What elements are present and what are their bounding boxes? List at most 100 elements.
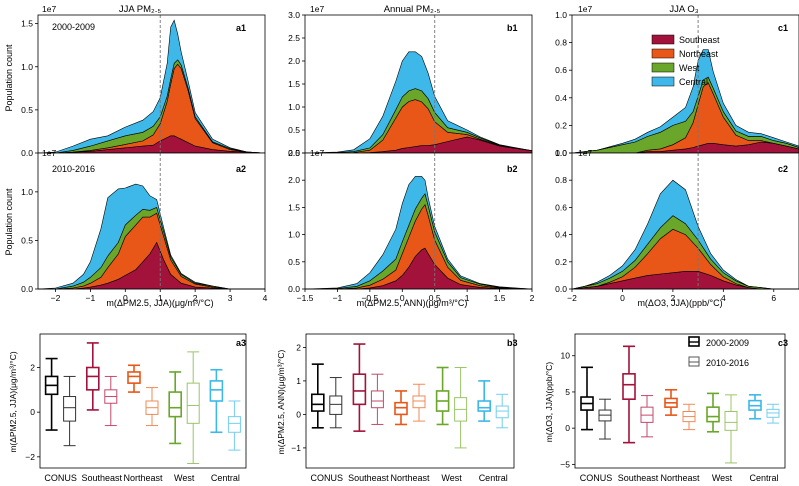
- x-tick-label: −2: [567, 293, 577, 303]
- panel-label-a2: a2: [236, 164, 246, 174]
- area-central: [37, 183, 265, 290]
- box-central-2000-2009: [748, 394, 762, 420]
- plot-frame: [37, 152, 266, 290]
- panel-b3: CONUS Southeast Northeast West Central −1 0 1 2: [291, 333, 515, 483]
- y-tick-label: 1.0: [288, 230, 300, 240]
- iqr-box: [63, 396, 77, 422]
- iqr-box: [724, 411, 738, 431]
- panel-label-b2: b2: [507, 164, 518, 174]
- box-west-2000-2009: [706, 392, 720, 433]
- y-tick-label: 0: [565, 423, 570, 433]
- col-title-a: JJA PM₂.₅: [119, 4, 162, 15]
- box-northeast-2000-2009: [664, 388, 678, 416]
- iqr-box: [186, 382, 200, 424]
- panel-b1: 0.0 0.5 1.0 1.5 2.0 2.5 3.0: [288, 10, 533, 158]
- category-label: Northeast: [390, 473, 430, 483]
- y-tick-label: 1.0: [555, 148, 567, 158]
- legend-swatch-west: [651, 62, 675, 73]
- box-southeast-2000-2009: [352, 343, 367, 432]
- y-tick-label: 0.5: [21, 105, 33, 115]
- category-label: Southeast: [618, 473, 659, 483]
- box-west-2010-2016: [724, 394, 738, 464]
- plot-frame: [574, 333, 786, 469]
- y-tick-label: −2: [25, 452, 35, 462]
- panel-label-c3: c3: [778, 338, 788, 348]
- ylabel-c3: m(ΔO3, JJA)(ppb/°C): [544, 362, 554, 443]
- legend-swatch-southeast: [651, 34, 675, 45]
- panel-label-a1: a1: [236, 23, 246, 33]
- y-tick-label: 1.5: [288, 79, 300, 89]
- y-tick-label: 0.0: [21, 284, 33, 294]
- category-label: West: [174, 473, 195, 483]
- legend-label-northeast: Northeast: [679, 49, 719, 59]
- y-tick-label: 0.5: [21, 235, 33, 245]
- y-tick-label: 2.5: [288, 148, 300, 158]
- panel-c2: 0.0 0.2 0.4 0.6 0.8 1.0 −2 0 2 4 6: [555, 148, 799, 303]
- x-tick-label: −2: [51, 293, 61, 303]
- plot-frame: [39, 333, 247, 469]
- x-tick-label: 2: [671, 293, 676, 303]
- category-label: Northeast: [660, 473, 700, 483]
- y-tick-label: 2: [30, 363, 35, 373]
- iqr-box: [127, 371, 141, 384]
- iqr-box: [352, 373, 367, 406]
- box-southeast-2010-2016: [104, 375, 118, 427]
- y-tick-label: 0.4: [555, 93, 567, 103]
- period-label-a1: 2000-2009: [52, 22, 95, 32]
- y-tick-label: 0.5: [288, 257, 300, 267]
- y-tick-label: 0: [296, 409, 301, 419]
- y-tick-label: −5: [560, 459, 570, 469]
- panel-label-a3: a3: [236, 338, 246, 348]
- y-tick-label: 0.8: [555, 38, 567, 48]
- x-tick-label: −1: [86, 293, 96, 303]
- x-tick-label: 1.5: [494, 293, 506, 303]
- y-tick-label: −1: [291, 443, 301, 453]
- iqr-box: [495, 405, 509, 419]
- iqr-box: [370, 390, 384, 409]
- box-conus-2010-2016: [598, 398, 612, 440]
- category-label: Central: [749, 473, 778, 483]
- box-central-2000-2009: [477, 380, 492, 422]
- y-tick-label: 2.0: [288, 56, 300, 66]
- x-tick-label: 0: [400, 293, 405, 303]
- y-tick-label: 0.5: [288, 125, 300, 135]
- y-tick-label: 0: [30, 407, 35, 417]
- period-label-a2: 2010-2016: [52, 164, 95, 174]
- xlabel-c2: m(ΔO3, JJA)(ppb/°C): [637, 298, 722, 308]
- panel-a3: CONUS Southeast Northeast West Central −2 0 2: [25, 333, 247, 483]
- plot-frame: [305, 333, 515, 469]
- box-conus-2000-2009: [580, 366, 594, 431]
- y-tick-label: 0.0: [555, 148, 567, 158]
- x-tick-label: −0.5: [361, 293, 378, 303]
- x-tick-label: 0: [123, 293, 128, 303]
- box-central-2000-2009: [209, 368, 224, 434]
- box-southeast-2000-2009: [86, 342, 100, 411]
- scale-label-a1: 1e7: [42, 4, 56, 14]
- box-conus-2010-2016: [329, 377, 343, 429]
- panel-label-c2: c2: [778, 164, 788, 174]
- scale-label-c2: 1e7: [578, 148, 592, 158]
- y-tick-label: 2.5: [288, 33, 300, 43]
- x-tick-label: 6: [771, 293, 776, 303]
- iqr-box: [706, 406, 720, 423]
- legend-periods: 2000-2009 2010-2016: [688, 336, 749, 368]
- y-tick-label: 0.0: [288, 284, 300, 294]
- box-west-2000-2009: [168, 371, 182, 445]
- y-tick-label: 1.5: [288, 202, 300, 212]
- y-tick-label: 0.2: [555, 257, 567, 267]
- x-tick-label: 4: [263, 293, 268, 303]
- legend-swatch-northeast: [651, 48, 675, 59]
- legend-label-period1: 2000-2009: [706, 338, 749, 348]
- box-northeast-2000-2009: [394, 390, 408, 426]
- box-central-2010-2016: [766, 403, 780, 424]
- iqr-box: [394, 401, 408, 416]
- iqr-box: [310, 393, 325, 412]
- x-tick-label: 0: [620, 293, 625, 303]
- x-tick-label: 1: [465, 293, 470, 303]
- iqr-box: [329, 395, 343, 415]
- panel-label-c1: c1: [778, 23, 788, 33]
- y-tick-label: 0.8: [555, 175, 567, 185]
- legend-regions: Southeast Northeast West Central: [651, 34, 720, 87]
- category-label: West: [712, 473, 733, 483]
